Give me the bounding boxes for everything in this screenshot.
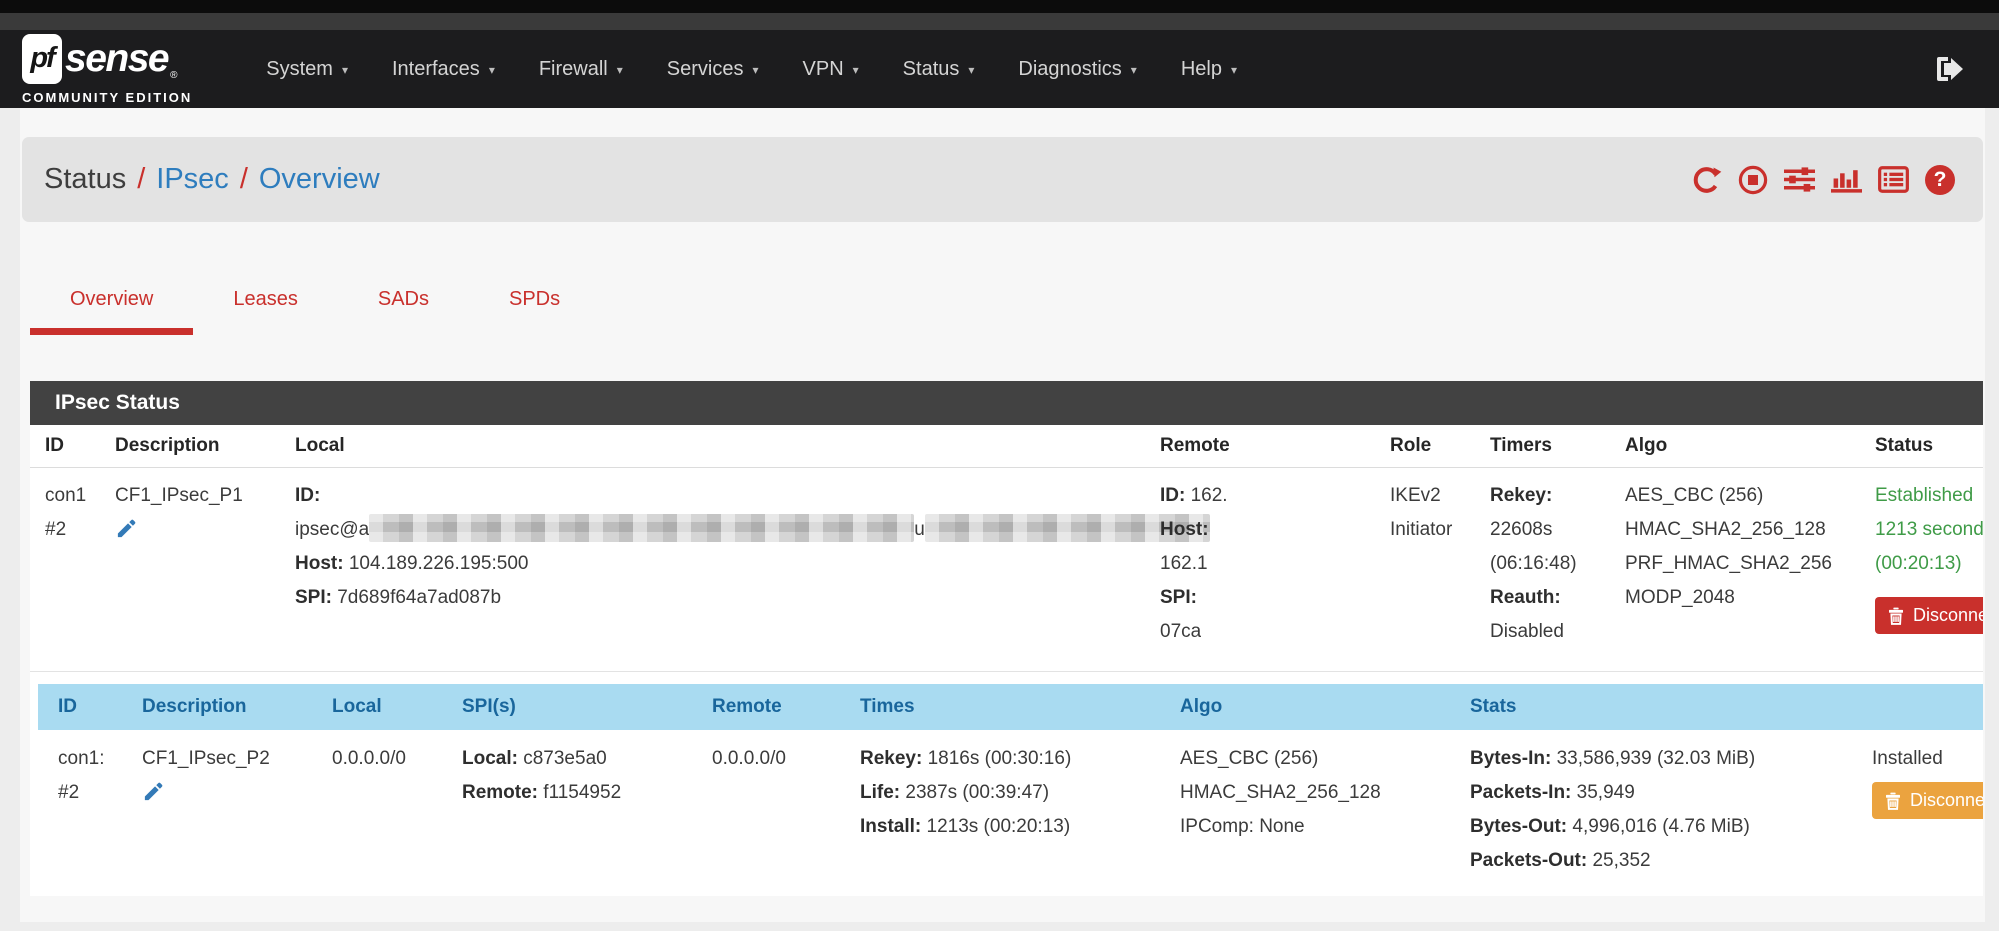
nav-item-help[interactable]: Help ▾ bbox=[1180, 57, 1237, 80]
caret-down-icon: ▾ bbox=[616, 63, 623, 77]
tab-leases[interactable]: Leases bbox=[233, 288, 298, 310]
p1-local-cell: ID: ipsec@a u Host: 104.189.226.195:500 S… bbox=[280, 467, 1210, 672]
caret-down-icon: ▾ bbox=[752, 63, 759, 77]
caret-down-icon: ▾ bbox=[341, 63, 348, 77]
sign-out-icon[interactable] bbox=[1935, 55, 1965, 83]
help-icon[interactable]: ? bbox=[1925, 164, 1955, 195]
nav-item-system[interactable]: System ▾ bbox=[266, 57, 348, 80]
caret-down-icon: ▾ bbox=[1230, 63, 1237, 77]
p1-remote-cell: ID: 162. Host: 162.1 SPI: 07ca bbox=[1145, 467, 1393, 672]
p1-header-row: ID Description Local Remote Role Timers … bbox=[30, 425, 1983, 468]
p2-status-cell: Installed Disconnect bbox=[1860, 730, 1983, 890]
registered-mark: ® bbox=[170, 69, 178, 81]
redacted-block bbox=[1207, 548, 1393, 576]
p1-table: ID Description Local Remote Role Timers … bbox=[30, 425, 1983, 672]
breadcrumb-separator: / bbox=[239, 163, 248, 195]
p2-local-cell: 0.0.0.0/0 bbox=[332, 748, 406, 769]
col-remote: Remote bbox=[700, 684, 848, 730]
col-id: ID bbox=[38, 684, 130, 730]
caret-down-icon: ▾ bbox=[488, 63, 495, 77]
refresh-icon[interactable] bbox=[1691, 165, 1722, 195]
main-content: Status / IPsec / Overview bbox=[20, 108, 1985, 922]
p1-status-cell: Established 1213 seconds ago (00:20:13) bbox=[1860, 467, 1983, 672]
bar-chart-icon[interactable] bbox=[1831, 166, 1862, 193]
col-timers: Timers bbox=[1475, 425, 1610, 468]
nav-item-services[interactable]: Services ▾ bbox=[666, 57, 759, 80]
p1-timers-cell: Rekey: 22608s (06:16:48) Reauth: Disable… bbox=[1475, 467, 1610, 672]
ipsec-status-panel: IPsec Status ID Description Local Remote… bbox=[30, 381, 1983, 896]
trash-icon bbox=[1886, 792, 1900, 810]
nav-item-diagnostics[interactable]: Diagnostics ▾ bbox=[1018, 57, 1137, 80]
p2-spi-cell: Local: c873e5a0 Remote: f1154952 bbox=[462, 748, 622, 803]
p2-algo-cell: AES_CBC (256) HMAC_SHA2_256_128 IPComp: … bbox=[1180, 748, 1381, 837]
nav-item-firewall[interactable]: Firewall ▾ bbox=[538, 57, 623, 80]
col-algo: Algo bbox=[1168, 684, 1458, 730]
col-local: Local bbox=[320, 684, 450, 730]
p2-row: con1: #2 CF1_IPsec_P2 0.0.0.0/0 bbox=[38, 730, 1983, 890]
caret-down-icon: ▾ bbox=[1130, 63, 1137, 77]
tab-sads[interactable]: SADs bbox=[377, 288, 429, 310]
stop-icon[interactable] bbox=[1738, 165, 1768, 195]
p1-row: con1 #2 CF1_IPsec_P1 ID: bbox=[30, 467, 1983, 672]
sliders-icon[interactable] bbox=[1784, 166, 1815, 193]
top-navbar: pf sense ® COMMUNITY EDITION System ▾ In… bbox=[0, 30, 1999, 108]
edit-pencil-icon[interactable] bbox=[142, 780, 165, 815]
col-algo: Algo bbox=[1610, 425, 1860, 468]
logo-sense-text: sense bbox=[65, 37, 170, 80]
breadcrumb-link-ipsec[interactable]: IPsec bbox=[156, 163, 229, 195]
p2-times-cell: Rekey: 1816s (00:30:16) Life: 2387s (00:… bbox=[860, 748, 1072, 837]
tab-overview[interactable]: Overview bbox=[30, 278, 194, 335]
nav-menu: System ▾ Interfaces ▾ Firewall ▾ Service… bbox=[266, 58, 1237, 81]
p2-id-cell: con1: #2 bbox=[58, 748, 105, 803]
breadcrumb: Status / IPsec / Overview bbox=[22, 137, 1983, 222]
status-installed: Installed bbox=[1872, 748, 1943, 769]
p2-table: ID Description Local SPI(s) Remote Times… bbox=[38, 684, 1983, 890]
trash-icon bbox=[1889, 607, 1903, 625]
pf-logo-box: pf bbox=[22, 33, 62, 84]
col-status: Status bbox=[1860, 425, 1983, 468]
breadcrumb-link-overview[interactable]: Overview bbox=[258, 163, 380, 195]
col-description: Description bbox=[130, 684, 320, 730]
p2-header-row: ID Description Local SPI(s) Remote Times… bbox=[38, 684, 1983, 730]
p2-remote-cell: 0.0.0.0/0 bbox=[712, 748, 786, 769]
list-icon[interactable] bbox=[1878, 166, 1909, 193]
redacted-block bbox=[1201, 616, 1392, 644]
col-remote: Remote bbox=[1145, 425, 1375, 468]
panel-title: IPsec Status bbox=[30, 381, 1983, 425]
p1-id-cell: con1 #2 bbox=[30, 467, 100, 672]
tab-bar: Overview Leases SADs SPDs bbox=[20, 278, 1985, 335]
col-times: Times bbox=[848, 684, 1168, 730]
redacted-block bbox=[924, 514, 1210, 542]
col-role: Role bbox=[1375, 425, 1475, 468]
community-edition-label: COMMUNITY EDITION bbox=[22, 89, 193, 105]
p1-description-cell: CF1_IPsec_P1 bbox=[100, 467, 280, 672]
caret-down-icon: ▾ bbox=[968, 63, 975, 77]
col-local: Local bbox=[280, 425, 1145, 468]
disconnect-p2-button[interactable]: Disconnect bbox=[1872, 782, 1983, 819]
tab-spds[interactable]: SPDs bbox=[508, 288, 561, 310]
disconnect-p1-button[interactable]: Disconnect bbox=[1875, 597, 1983, 634]
edit-pencil-icon[interactable] bbox=[115, 517, 138, 552]
redacted-block bbox=[1227, 480, 1376, 508]
col-id: ID bbox=[30, 425, 100, 468]
caret-down-icon: ▾ bbox=[852, 63, 859, 77]
p2-description-cell: CF1_IPsec_P2 bbox=[130, 730, 320, 890]
pfsense-logo[interactable]: pf sense ® COMMUNITY EDITION bbox=[22, 33, 193, 105]
window-top-strip bbox=[0, 0, 1999, 13]
nav-item-vpn[interactable]: VPN ▾ bbox=[802, 57, 859, 80]
p2-stats-cell: Bytes-In: 33,586,939 (32.03 MiB) Packets… bbox=[1470, 748, 1756, 871]
col-blank bbox=[1860, 684, 1983, 730]
nav-item-interfaces[interactable]: Interfaces ▾ bbox=[391, 57, 495, 80]
breadcrumb-section: Status bbox=[44, 163, 127, 195]
col-description: Description bbox=[100, 425, 280, 468]
redacted-block bbox=[369, 514, 915, 542]
p1-algo-cell: AES_CBC (256) HMAC_SHA2_256_128 PRF_HMAC… bbox=[1610, 467, 1860, 672]
window-title-strip bbox=[0, 13, 1999, 30]
col-spis: SPI(s) bbox=[450, 684, 700, 730]
status-established: Established bbox=[1875, 485, 1974, 506]
col-stats: Stats bbox=[1458, 684, 1860, 730]
nav-item-status[interactable]: Status ▾ bbox=[902, 57, 975, 80]
breadcrumb-separator: / bbox=[137, 163, 146, 195]
